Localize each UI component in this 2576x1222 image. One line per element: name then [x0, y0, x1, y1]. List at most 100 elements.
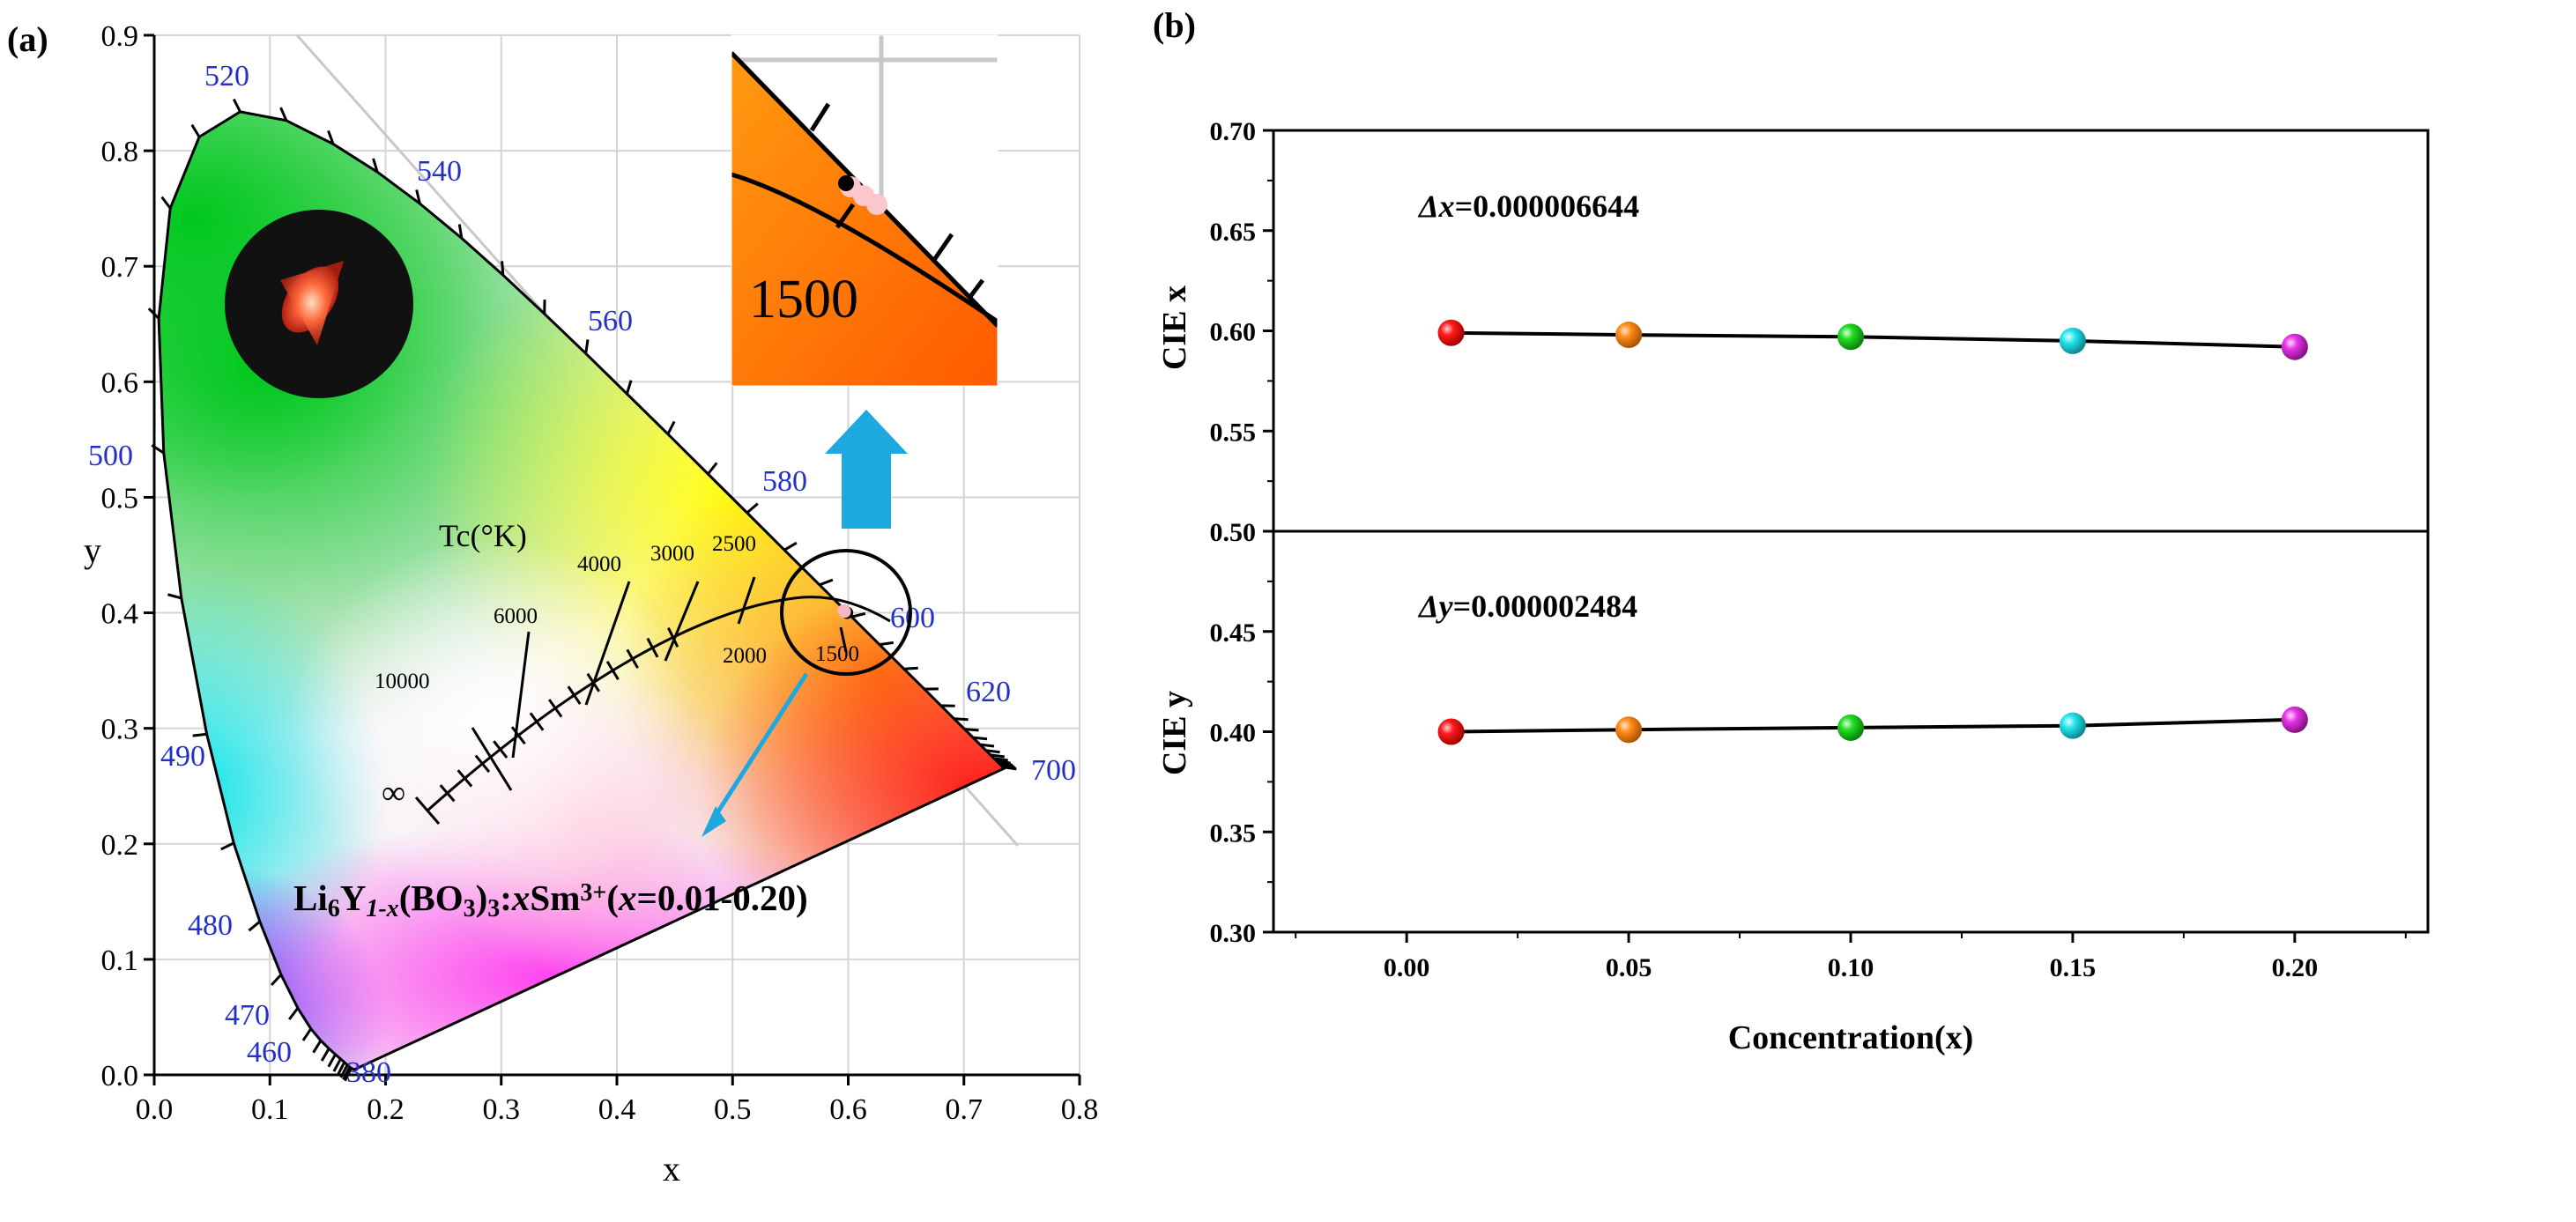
panel-b-xlabel: Concentration(x): [1728, 1019, 1974, 1056]
pointer-arrow: [702, 672, 809, 837]
y-tick-label: 0.6: [101, 367, 139, 399]
locus-tick: [337, 1062, 346, 1076]
wavelength-labels: 380 460 470 480 490 500 520 540 560 580 …: [88, 60, 1076, 1089]
x-tick-label: 0.5: [714, 1093, 752, 1126]
locus-tick: [415, 189, 421, 204]
locus-tick: [996, 759, 1011, 765]
spectral-locus-ticks: [147, 98, 1017, 1082]
highlight-circle: [780, 549, 912, 676]
formula-colon: :: [500, 878, 512, 918]
series-point: [2059, 327, 2086, 354]
locus-tick: [327, 1054, 337, 1068]
locus-tick: [993, 757, 1008, 762]
planckian-hatch: [548, 699, 563, 718]
b-y-tick-label: 0.35: [1210, 818, 1257, 848]
panel-a-x-axis-label: x: [663, 1149, 680, 1189]
formula-sup-3plus: 3+: [580, 879, 606, 907]
formula-x1: x: [511, 878, 531, 918]
locus-tick: [270, 974, 282, 987]
b-x-tick-label: 0.10: [1828, 953, 1874, 982]
top-ylabel-text: CIE x: [1156, 285, 1193, 370]
b-y-tick-label: 0.60: [1210, 318, 1257, 347]
cct-1500: 1500: [815, 642, 859, 666]
cie-x-series: [1437, 319, 2308, 360]
cct-10000: 10000: [375, 670, 430, 693]
isotherm-2500: [737, 576, 756, 625]
locus-tick: [979, 743, 995, 748]
wavelength-540: 540: [417, 155, 462, 188]
locus-tick: [457, 224, 464, 239]
planckian-ticks: [439, 626, 679, 803]
inset-gamut: [731, 53, 998, 386]
locus-tick: [1002, 765, 1017, 771]
formula-sub-6: 6: [328, 895, 340, 922]
b-x-tick-label: 0.15: [2050, 953, 2097, 982]
panel-b: (b) 0.50 0.55 0.60 0.65 0.70 0.30 0.35 0.40 0.45…: [1153, 5, 2430, 1056]
locus-tick: [972, 736, 988, 741]
y-tick-label: 0.4: [101, 598, 139, 631]
inset-1500-label: 1500: [749, 270, 858, 330]
y-tick-label: 0.7: [101, 251, 139, 284]
planckian-hatch: [529, 712, 545, 731]
y-tick-label: 0.1: [101, 944, 139, 977]
panel-a: (a) 0.0 0.1 0.2 0.3 0.4 0.5 0.6 0.7 0.8 0.0 0.1 0.2…: [7, 19, 1099, 1189]
locus-tick: [707, 462, 718, 475]
locus-tick: [625, 380, 633, 395]
x-tick-label: 0.3: [483, 1093, 521, 1126]
isotherm-1500: [839, 626, 848, 653]
b-x-tick-label: 0.20: [2272, 953, 2319, 982]
wavelength-470: 470: [225, 999, 270, 1032]
locus-tick: [312, 1040, 323, 1054]
locus-tick: [288, 1007, 300, 1020]
bottom-ylabel: CIE y: [1156, 691, 1193, 775]
panel-a-ticks: 0.0 0.1 0.2 0.3 0.4 0.5 0.6 0.7 0.8 0.0 0.1 0.2 0.3 0…: [101, 20, 1099, 1126]
panel-a-y-axis-label: y: [84, 530, 101, 570]
x-tick-label: 0.1: [251, 1093, 289, 1126]
wavelength-460: 460: [247, 1036, 292, 1069]
delta-x-annotation: Δx=0.000006644: [1417, 189, 1639, 224]
isotherm-3000: [664, 581, 700, 662]
series-line: [1451, 330, 2295, 349]
x-tick-label: 0.6: [829, 1093, 867, 1126]
locus-tick: [783, 541, 798, 552]
wavelength-480: 480: [188, 909, 233, 942]
x-tick-label: 0.0: [136, 1093, 174, 1126]
y-tick-label: 0.5: [101, 482, 139, 515]
wavelength-520: 520: [204, 60, 249, 93]
delta-y-value: =0.000002484: [1453, 589, 1638, 624]
planckian-title: Tc(°K): [439, 518, 527, 553]
cie-data-points: [837, 604, 854, 619]
formula-range: =0.01-0.20): [637, 878, 808, 918]
b-y-tick-label: 0.65: [1210, 218, 1257, 247]
delta-x-symbol: Δx: [1417, 189, 1455, 224]
locus-tick: [342, 1066, 352, 1080]
b-x-tick-label: 0.00: [1384, 953, 1430, 982]
y-tick-label: 0.2: [101, 829, 139, 862]
series-point: [1837, 714, 1864, 741]
chromaticity-gamut: [159, 111, 1005, 1070]
panel-b-ticks: 0.50 0.55 0.60 0.65 0.70 0.30 0.35 0.40 0.45 0.00…: [1210, 117, 2407, 982]
locus-tick: [220, 841, 234, 851]
planckian-hatch: [493, 740, 509, 759]
series-point: [1615, 716, 1643, 744]
isotherm-6000: [511, 631, 531, 759]
locus-tick: [301, 1027, 313, 1041]
locus-tick: [332, 1058, 342, 1072]
planckian-hatch: [567, 685, 582, 705]
delta-y-symbol: Δy: [1417, 589, 1454, 624]
formula-paren: ): [476, 878, 488, 918]
sample-photo: [225, 210, 413, 398]
top-ylabel-group: CIE x: [1156, 285, 1193, 370]
locus-tick: [666, 420, 676, 435]
wavelength-600: 600: [890, 602, 935, 634]
formula-sm: Sm: [530, 878, 580, 918]
series-point: [2059, 712, 2086, 739]
series-point: [1437, 319, 1465, 346]
planckian-hatch: [605, 660, 620, 681]
cct-3000: 3000: [650, 542, 694, 566]
planckian-hatch: [457, 769, 473, 788]
planckian-hatch: [626, 648, 639, 669]
wavelength-380: 380: [346, 1056, 391, 1089]
formula-bo: (BO: [399, 878, 464, 918]
